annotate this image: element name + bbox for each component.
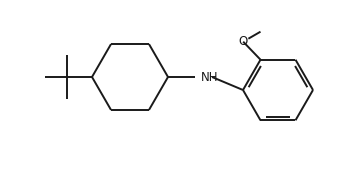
Text: O: O (238, 35, 248, 48)
Text: NH: NH (201, 70, 219, 83)
